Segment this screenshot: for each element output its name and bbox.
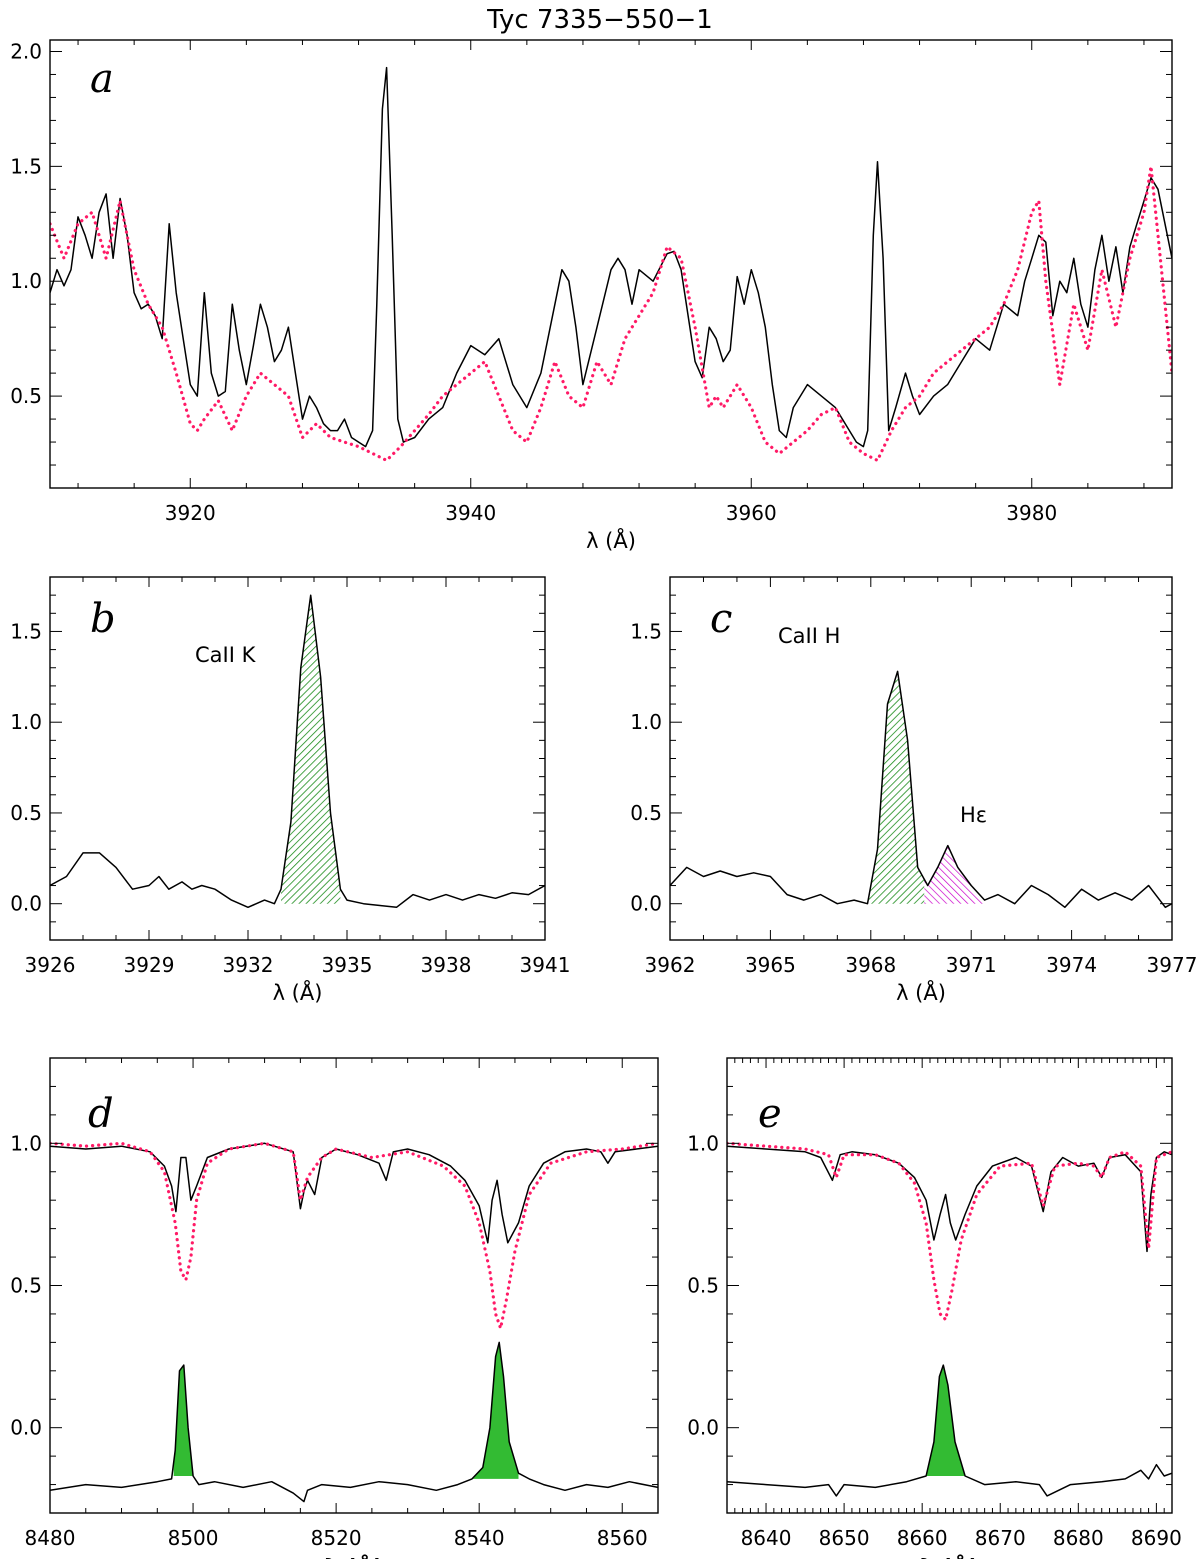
filled-emission-b-0 [281,595,341,904]
y-tick-label-d: 0.0 [10,1416,42,1440]
x-tick-label-b: 3941 [520,953,571,977]
x-tick-label-d: 8560 [597,1526,648,1550]
x-tick-label-e: 8650 [819,1526,870,1550]
y-tick-label-e: 0.5 [687,1274,719,1298]
series-residual-d [50,1341,658,1503]
x-tick-label-d: 8540 [454,1526,505,1550]
y-tick-label-e: 1.0 [687,1131,719,1155]
figure-title: Tyc 7335−550−1 [486,5,713,35]
x-axis-title-b: λ (Å) [273,979,323,1005]
panel-letter-a: a [90,56,114,102]
x-tick-label-b: 3929 [124,953,175,977]
filled-emission-e-0 [926,1365,966,1476]
x-tick-label-a: 3980 [1006,501,1057,525]
plot-area-a [50,66,1172,462]
x-tick-label-e: 8640 [741,1526,792,1550]
x-tick-label-a: 3920 [165,501,216,525]
x-tick-label-d: 8520 [311,1526,362,1550]
x-tick-label-a: 3960 [726,501,777,525]
x-tick-label-e: 8690 [1131,1526,1182,1550]
x-tick-label-e: 8660 [897,1526,948,1550]
plot-area-d [50,1141,658,1503]
series-residual-b [50,594,545,909]
y-tick-label-a: 1.0 [10,269,42,293]
y-tick-label-c: 1.5 [630,619,662,643]
plot-area-b [50,594,545,909]
y-tick-label-b: 1.0 [10,710,42,734]
x-axis-title-a: λ (Å) [586,527,636,553]
series-model-e [727,1141,1172,1322]
x-tick-label-c: 3977 [1147,953,1198,977]
x-tick-label-e: 8680 [1053,1526,1104,1550]
filled-emission-c-1 [924,845,985,904]
y-tick-label-c: 0.0 [630,892,662,916]
y-tick-label-a: 1.5 [10,154,42,178]
filled-emission-d-1 [472,1342,519,1479]
series-observed-d [50,1142,658,1244]
x-axis-title-e: λ (Å) [920,1555,979,1559]
series-model-a [50,164,1172,462]
panel-letter-c: c [710,596,732,642]
x-axis-title-d: λ (Å) [325,1555,384,1559]
y-tick-label-c: 1.0 [630,710,662,734]
x-tick-label-b: 3935 [322,953,373,977]
x-tick-label-c: 3974 [1046,953,1097,977]
x-tick-label-c: 3968 [845,953,896,977]
x-tick-label-b: 3926 [25,953,76,977]
x-tick-label-b: 3932 [223,953,274,977]
panel-letter-d: d [88,1091,114,1137]
y-tick-label-d: 0.5 [10,1274,42,1298]
annotation-b: CaII K [195,643,257,667]
annotation-c: CaII H [778,624,840,648]
y-tick-label-c: 0.5 [630,801,662,825]
panel-letter-e: e [758,1091,782,1137]
y-tick-label-d: 1.0 [10,1131,42,1155]
y-tick-label-e: 0.0 [687,1416,719,1440]
panel-a: 3920 3940 3960 3980 0.5 1.0 1.5 2.0 λ (Å) a [10,39,1173,553]
y-tick-label-a: 0.5 [10,384,42,408]
series-residual-c [670,670,1172,909]
x-axis-title-c: λ (Å) [896,979,946,1005]
x-tick-label-d: 8480 [25,1526,76,1550]
panel-b: 3926 3929 3932 3935 3938 3941 0.0 0.5 1.0 1.5 λ (Å… [10,576,571,1005]
panel-e: 8640 8650 8660 8670 8680 8690 0.0 0.5 1.0 λ (Å) e [687,1057,1182,1559]
x-tick-label-a: 3940 [445,501,496,525]
y-tick-label-b: 0.0 [10,892,42,916]
series-residual-e [727,1364,1172,1497]
plot-area-c [670,670,1172,909]
filled-emission-c-0 [867,671,925,904]
panel-c: 3962 3965 3968 3971 3974 3977 0.0 0.5 1.0 1.5 λ (Å… [630,576,1198,1005]
x-tick-label-d: 8500 [168,1526,219,1550]
x-tick-label-c: 3971 [946,953,997,977]
x-tick-label-e: 8670 [975,1526,1026,1550]
panel-letter-b: b [90,596,116,642]
panel-d: 8480 8500 8520 8540 8560 0.0 0.5 1.0 λ (Å) d [10,1057,659,1559]
y-tick-label-b: 0.5 [10,801,42,825]
axes-frame-d [49,1057,659,1514]
x-tick-label-c: 3965 [745,953,796,977]
x-tick-label-c: 3962 [645,953,696,977]
x-tick-label-b: 3938 [421,953,472,977]
series-observed-a [50,66,1172,448]
axes-frame-a [49,39,1173,489]
plot-area-e [727,1141,1172,1497]
y-tick-label-a: 2.0 [10,39,42,63]
series-model-d [50,1141,658,1330]
y-tick-label-b: 1.5 [10,619,42,643]
series-observed-e [727,1145,1172,1253]
annotation2-c: Hε [960,803,987,827]
